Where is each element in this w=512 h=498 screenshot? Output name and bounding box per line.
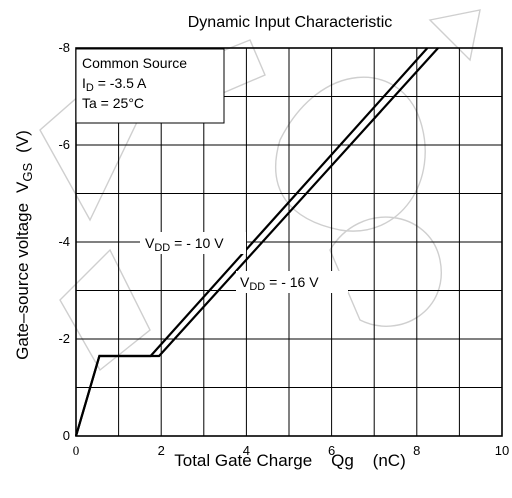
chart-title: Dynamic Input Characteristic — [188, 14, 393, 31]
y-tick-label: 0 — [63, 428, 70, 443]
series-line-1 — [74, 47, 439, 437]
x-tick-label: 8 — [413, 443, 420, 458]
y-tick-label: -4 — [58, 234, 70, 249]
x-tick-labels: 0 2 4 6 8 10 — [73, 443, 509, 458]
y-axis-label: Gate–source voltageVGS(V) — [13, 130, 35, 360]
x-axis-label: Total Gate Charge Qg (nC) — [174, 451, 405, 470]
y-tick-label: -6 — [58, 137, 70, 152]
legend-line-drain-current: ID = -3.5 A — [82, 75, 147, 94]
series-label-bg-vdd-10 — [140, 232, 246, 254]
y-tick-label: -8 — [58, 40, 70, 55]
legend-line-common-source: Common Source — [82, 55, 187, 71]
y-tick-labels: 0 -2 -4 -6 -8 — [58, 40, 70, 443]
series-lines — [74, 47, 439, 437]
y-tick-label: -2 — [58, 331, 70, 346]
series-label-bg-vdd-16 — [236, 271, 348, 293]
x-tick-label: 0 — [73, 443, 80, 458]
legend-box — [75, 48, 225, 124]
plot-frame — [75, 47, 503, 437]
series-label-vdd-10: VDD = - 10 V — [145, 235, 224, 254]
legend-line-temperature: Ta = 25°C — [82, 95, 144, 111]
series-label-vdd-16: VDD = - 16 V — [240, 274, 319, 293]
x-tick-label: 4 — [243, 443, 250, 458]
x-tick-label: 10 — [495, 443, 509, 458]
x-tick-label: 6 — [328, 443, 335, 458]
x-tick-label: 2 — [158, 443, 165, 458]
